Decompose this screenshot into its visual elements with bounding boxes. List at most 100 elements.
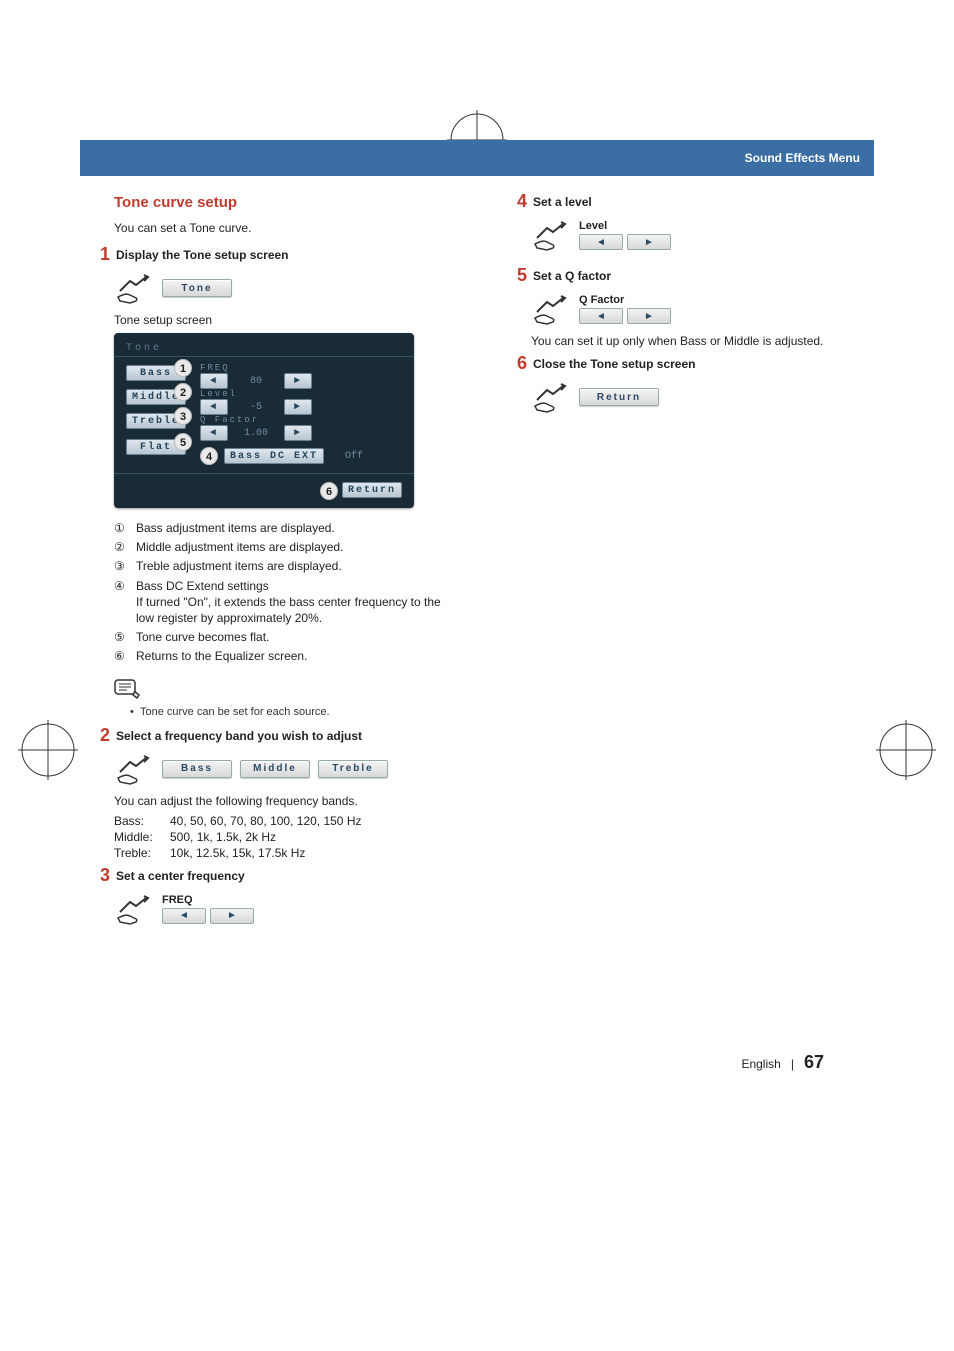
right-column: 4 Set a level Level ◄ ►: [497, 188, 874, 932]
step-3: 3 Set a center frequency: [84, 866, 457, 884]
freq-value: 80: [232, 376, 280, 387]
note-bullet: •: [130, 706, 134, 718]
return-button-mock[interactable]: Return: [342, 482, 402, 498]
tone-screen-title: Tone: [126, 343, 402, 354]
param-freq-label: FREQ: [200, 363, 402, 373]
crop-mark-right: [876, 720, 936, 783]
step-2-desc: You can adjust the following frequency b…: [114, 794, 457, 808]
freq-left-button[interactable]: ◄: [162, 908, 206, 924]
freq-inc[interactable]: ►: [284, 373, 312, 389]
return-button[interactable]: Return: [579, 388, 659, 406]
step-6: 6 Close the Tone setup screen: [501, 354, 874, 372]
circ-1: ①: [114, 520, 130, 536]
step-1: 1 Display the Tone setup screen: [84, 245, 457, 263]
bass-vals: 40, 50, 60, 70, 80, 100, 120, 150 Hz: [170, 814, 361, 828]
note-text: Tone curve can be set for each source.: [140, 706, 330, 718]
freq-dec[interactable]: ◄: [200, 373, 228, 389]
freq-label: FREQ: [162, 894, 254, 906]
badge-1: 1: [174, 359, 192, 377]
q-dec[interactable]: ◄: [200, 425, 228, 441]
note-icon: [114, 677, 457, 702]
middle-button[interactable]: Middle: [240, 760, 310, 778]
callout-4: Bass DC Extend settings If turned "On", …: [136, 578, 457, 627]
tone-caption: Tone setup screen: [114, 313, 457, 327]
treble-label: Treble:: [114, 846, 170, 860]
step-6-title: Close the Tone setup screen: [533, 354, 696, 371]
step-5-number: 5: [501, 266, 527, 284]
q-inc[interactable]: ►: [284, 425, 312, 441]
treble-vals: 10k, 12.5k, 15k, 17.5k Hz: [170, 846, 305, 860]
section-heading: Tone curve setup: [114, 194, 457, 211]
footer-sep: |: [791, 1057, 794, 1071]
callout-4-body: If turned "On", it extends the bass cent…: [136, 595, 441, 625]
callout-5: Tone curve becomes flat.: [136, 629, 269, 645]
crop-mark-left: [18, 720, 78, 783]
step-3-number: 3: [84, 866, 110, 884]
callout-2: Middle adjustment items are displayed.: [136, 539, 343, 555]
circ-5: ⑤: [114, 629, 130, 645]
callout-3: Treble adjustment items are displayed.: [136, 558, 342, 574]
banner-title: Sound Effects Menu: [745, 151, 860, 165]
level-label: Level: [579, 220, 671, 232]
badge-3: 3: [174, 407, 192, 425]
step-2: 2 Select a frequency band you wish to ad…: [84, 726, 457, 744]
badge-2: 2: [174, 383, 192, 401]
bass-button[interactable]: Bass: [162, 760, 232, 778]
badge-6: 6: [320, 482, 338, 500]
tone-rule-2: [114, 473, 414, 474]
q-value: 1.00: [232, 428, 280, 439]
step-6-number: 6: [501, 354, 527, 372]
callout-1: Bass adjustment items are displayed.: [136, 520, 335, 536]
tone-rule: [114, 356, 414, 357]
left-column: Tone curve setup You can set a Tone curv…: [80, 188, 457, 932]
level-right-button[interactable]: ►: [627, 234, 671, 250]
touch-hand-icon: [114, 892, 154, 926]
touch-hand-icon: [114, 271, 154, 305]
badge-5: 5: [174, 433, 192, 451]
footer-page: 67: [804, 1052, 824, 1072]
treble-button[interactable]: Treble: [318, 760, 388, 778]
param-q-label: Q Factor: [200, 415, 402, 425]
step-2-number: 2: [84, 726, 110, 744]
callouts: ① Bass adjustment items are displayed. ②M…: [114, 520, 457, 665]
touch-hand-icon: [531, 218, 571, 252]
freq-table: Bass:40, 50, 60, 70, 80, 100, 120, 150 H…: [114, 814, 457, 860]
q-left-button[interactable]: ◄: [579, 308, 623, 324]
step-2-title: Select a frequency band you wish to adju…: [116, 726, 362, 743]
banner: Sound Effects Menu: [80, 140, 874, 176]
level-dec[interactable]: ◄: [200, 399, 228, 415]
circ-4: ④: [114, 578, 130, 627]
step-5-title: Set a Q factor: [533, 266, 611, 283]
q-right-button[interactable]: ►: [627, 308, 671, 324]
footer-lang: English: [741, 1057, 780, 1071]
touch-hand-icon: [531, 292, 571, 326]
step-1-title: Display the Tone setup screen: [116, 245, 289, 262]
level-inc[interactable]: ►: [284, 399, 312, 415]
middle-vals: 500, 1k, 1.5k, 2k Hz: [170, 830, 276, 844]
bass-label: Bass:: [114, 814, 170, 828]
tone-screenshot: Tone Bass 1 Middle 2 Treble: [114, 333, 414, 508]
callout-4-head: Bass DC Extend settings: [136, 579, 269, 593]
level-left-button[interactable]: ◄: [579, 234, 623, 250]
callout-6: Returns to the Equalizer screen.: [136, 648, 307, 664]
step-4-number: 4: [501, 192, 527, 210]
page-footer: English | 67: [80, 1052, 874, 1073]
bass-dc-ext-button[interactable]: Bass DC EXT: [224, 448, 324, 464]
step-5-desc: You can set it up only when Bass or Midd…: [531, 334, 874, 348]
level-value: -5: [232, 402, 280, 413]
tone-button[interactable]: Tone: [162, 279, 232, 297]
step-3-title: Set a center frequency: [116, 866, 245, 883]
middle-label: Middle:: [114, 830, 170, 844]
circ-2: ②: [114, 539, 130, 555]
touch-hand-icon: [531, 380, 571, 414]
param-level-label: Level: [200, 389, 402, 399]
step-4-title: Set a level: [533, 192, 592, 209]
circ-6: ⑥: [114, 648, 130, 664]
bass-dc-ext-value: Off: [330, 451, 378, 462]
step-4: 4 Set a level: [501, 192, 874, 210]
touch-hand-icon: [114, 752, 154, 786]
freq-right-button[interactable]: ►: [210, 908, 254, 924]
step-5: 5 Set a Q factor: [501, 266, 874, 284]
qfactor-label: Q Factor: [579, 294, 671, 306]
badge-4: 4: [200, 447, 218, 465]
